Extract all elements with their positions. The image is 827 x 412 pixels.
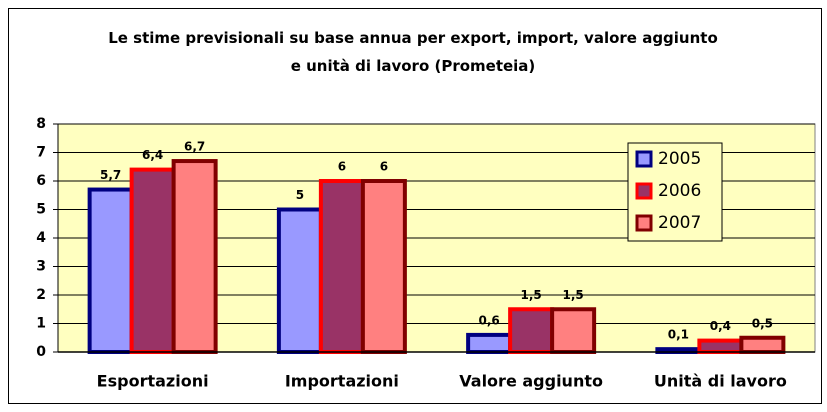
x-tick-label: Unità di lavoro — [654, 372, 787, 391]
bar — [276, 207, 323, 354]
chart-title: Le stime previsionali su base annua per … — [108, 29, 718, 75]
legend-label: 2005 — [658, 149, 701, 169]
legend-swatch — [635, 214, 653, 232]
y-tick-label: 2 — [36, 287, 46, 303]
bar — [508, 307, 555, 354]
bar — [550, 307, 597, 354]
y-tick-label: 5 — [36, 202, 46, 218]
y-tick-label: 6 — [36, 173, 46, 189]
y-tick-label: 0 — [36, 344, 46, 360]
y-tick-label: 7 — [36, 145, 46, 161]
bar — [697, 338, 744, 355]
bar — [466, 332, 513, 354]
bar — [87, 187, 134, 354]
data-label: 6,4 — [142, 148, 163, 162]
bar — [360, 179, 407, 354]
x-tick-label: Importazioni — [285, 372, 399, 391]
data-label: 6,7 — [184, 140, 205, 154]
data-label: 0,4 — [710, 319, 731, 333]
data-label: 5 — [296, 188, 304, 202]
data-label: 1,5 — [562, 288, 583, 302]
data-label: 0,6 — [478, 313, 499, 327]
x-tick-label: Valore aggiunto — [459, 372, 603, 391]
y-tick-label: 4 — [36, 230, 46, 246]
x-tick-label: Esportazioni — [97, 372, 209, 391]
bar — [129, 167, 176, 354]
legend-swatch — [635, 182, 653, 200]
data-label: 6 — [380, 160, 388, 174]
data-label: 1,5 — [520, 288, 541, 302]
legend-label: 2007 — [658, 213, 701, 233]
data-label: 6 — [338, 160, 346, 174]
data-label: 0,5 — [752, 316, 773, 330]
bar — [318, 179, 365, 354]
legend-label: 2006 — [658, 181, 701, 201]
data-label: 5,7 — [100, 168, 121, 182]
bar — [171, 159, 218, 354]
y-tick-label: 1 — [36, 316, 46, 332]
bar — [739, 335, 786, 354]
y-tick-label: 3 — [36, 259, 46, 275]
legend-swatch — [635, 150, 653, 168]
data-label: 0,1 — [668, 328, 689, 342]
y-tick-label: 8 — [36, 116, 46, 132]
